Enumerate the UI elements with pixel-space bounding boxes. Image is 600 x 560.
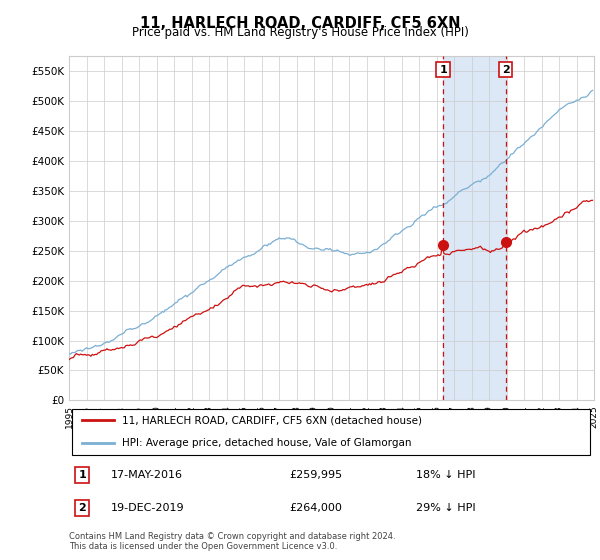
Text: Price paid vs. HM Land Registry's House Price Index (HPI): Price paid vs. HM Land Registry's House … (131, 26, 469, 39)
Text: 11, HARLECH ROAD, CARDIFF, CF5 6XN (detached house): 11, HARLECH ROAD, CARDIFF, CF5 6XN (deta… (121, 416, 421, 426)
FancyBboxPatch shape (71, 409, 590, 455)
Bar (443, 56, 506, 400)
Text: 2: 2 (502, 64, 509, 74)
Text: 29% ↓ HPI: 29% ↓ HPI (415, 503, 475, 513)
Text: 1: 1 (78, 470, 86, 480)
Text: 19-DEC-2019: 19-DEC-2019 (111, 503, 185, 513)
Text: 18% ↓ HPI: 18% ↓ HPI (415, 470, 475, 480)
Text: 17-MAY-2016: 17-MAY-2016 (111, 470, 183, 480)
Text: 11, HARLECH ROAD, CARDIFF, CF5 6XN: 11, HARLECH ROAD, CARDIFF, CF5 6XN (140, 16, 460, 31)
Text: HPI: Average price, detached house, Vale of Glamorgan: HPI: Average price, detached house, Vale… (121, 438, 411, 448)
Text: 1: 1 (439, 64, 447, 74)
Text: 2: 2 (78, 503, 86, 513)
Text: £259,995: £259,995 (290, 470, 343, 480)
Text: Contains HM Land Registry data © Crown copyright and database right 2024.
This d: Contains HM Land Registry data © Crown c… (69, 532, 395, 552)
Text: £264,000: £264,000 (290, 503, 343, 513)
